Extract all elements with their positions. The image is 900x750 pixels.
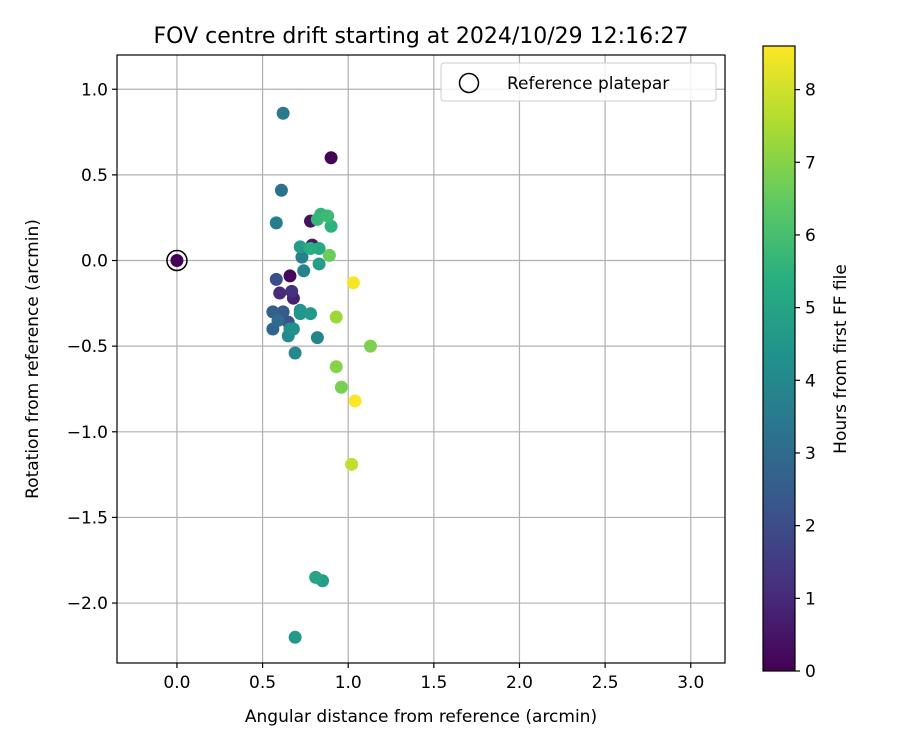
colorbar-tick-label: 0 (805, 662, 816, 682)
data-point (312, 257, 326, 271)
colorbar-tick-label: 6 (805, 226, 816, 246)
data-point (363, 339, 377, 353)
data-point (295, 250, 309, 264)
x-tick-label: 0.5 (249, 673, 276, 693)
data-point (309, 570, 323, 584)
data-point (271, 313, 285, 327)
data-point (285, 284, 299, 298)
data-point (269, 216, 283, 230)
data-point (304, 307, 318, 321)
x-tick-label: 0.0 (163, 673, 190, 693)
data-point (297, 264, 311, 278)
plot-frame (116, 54, 726, 664)
x-axis-label: Angular distance from reference (arcmin) (245, 707, 597, 727)
y-tick-label: −2.0 (67, 594, 108, 614)
legend-box (440, 62, 717, 102)
y-tick-label: −1.0 (67, 423, 108, 443)
data-point (274, 183, 288, 197)
data-point (329, 360, 343, 374)
data-point (286, 322, 300, 336)
colorbar-tick-label: 4 (805, 371, 816, 391)
colorbar-ticks: 0 1 2 3 4 5 6 7 8 (795, 81, 816, 682)
data-point (322, 248, 336, 262)
x-tick-label: 1.0 (335, 673, 362, 693)
data-point (288, 346, 302, 360)
data-point (170, 254, 184, 268)
data-point (329, 310, 343, 324)
colorbar-tick-label: 3 (805, 444, 816, 464)
x-axis-ticks: 0.0 0.5 1.0 1.5 2.0 2.5 3.0 (163, 663, 704, 693)
colorbar-tick-label: 2 (805, 517, 816, 537)
data-point (321, 209, 335, 223)
data-point (293, 240, 307, 254)
data-point (348, 394, 362, 408)
data-point (283, 269, 297, 283)
colorbar-tick-label: 5 (805, 299, 816, 319)
data-point (345, 457, 359, 471)
data-point (276, 106, 290, 120)
legend-entry-reference-platepar: Reference platepar (507, 74, 669, 94)
data-point (273, 286, 287, 300)
data-point (269, 272, 283, 286)
chart-title: FOV centre drift starting at 2024/10/29 … (154, 24, 689, 49)
colorbar-label: Hours from first FF file (831, 264, 851, 454)
data-point (288, 630, 302, 644)
data-point (324, 151, 338, 165)
data-point (324, 219, 338, 233)
y-tick-label: −0.5 (67, 337, 108, 357)
y-axis-label: Rotation from reference (arcmin) (23, 219, 43, 499)
x-tick-label: 1.5 (420, 673, 447, 693)
colorbar-tick-label: 1 (805, 589, 816, 609)
data-point (334, 380, 348, 394)
colorbar-tick-label: 8 (805, 81, 816, 101)
y-tick-label: 0.0 (81, 252, 108, 272)
data-point (346, 276, 360, 290)
data-point (293, 307, 307, 321)
colorbar (762, 45, 796, 672)
data-point (304, 242, 318, 256)
scatter-points (166, 106, 377, 644)
legend: Reference platepar (440, 62, 717, 102)
x-tick-label: 2.0 (506, 673, 533, 693)
reference-platepar-marker (166, 249, 188, 272)
x-tick-label: 3.0 (677, 673, 704, 693)
y-tick-label: 0.5 (81, 166, 108, 186)
data-point (310, 212, 324, 226)
data-point (310, 331, 324, 345)
y-axis-ticks: −2.0 −1.5 −1.0 −0.5 0.0 0.5 1.0 (67, 80, 117, 614)
grid-lines (117, 55, 725, 663)
y-tick-label: −1.5 (67, 508, 108, 528)
legend-marker-circle-icon (458, 72, 480, 94)
x-tick-label: 2.5 (592, 673, 619, 693)
y-tick-label: 1.0 (81, 80, 108, 100)
colorbar-tick-label: 7 (805, 153, 816, 173)
